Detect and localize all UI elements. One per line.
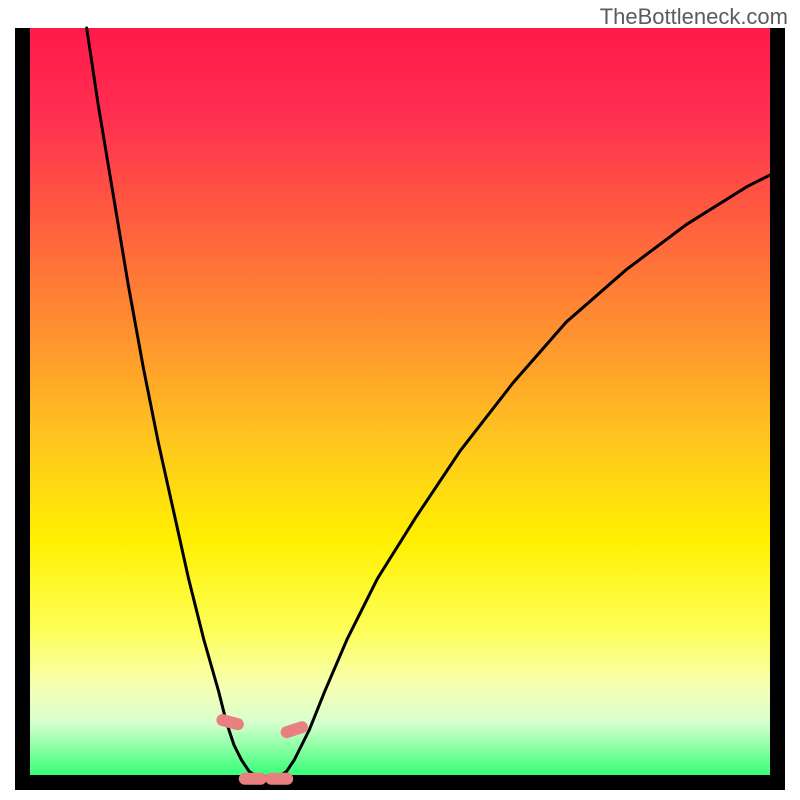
chart-container: TheBottleneck.com (0, 0, 800, 800)
bottleneck-chart (0, 0, 800, 800)
watermark-text: TheBottleneck.com (600, 4, 788, 30)
